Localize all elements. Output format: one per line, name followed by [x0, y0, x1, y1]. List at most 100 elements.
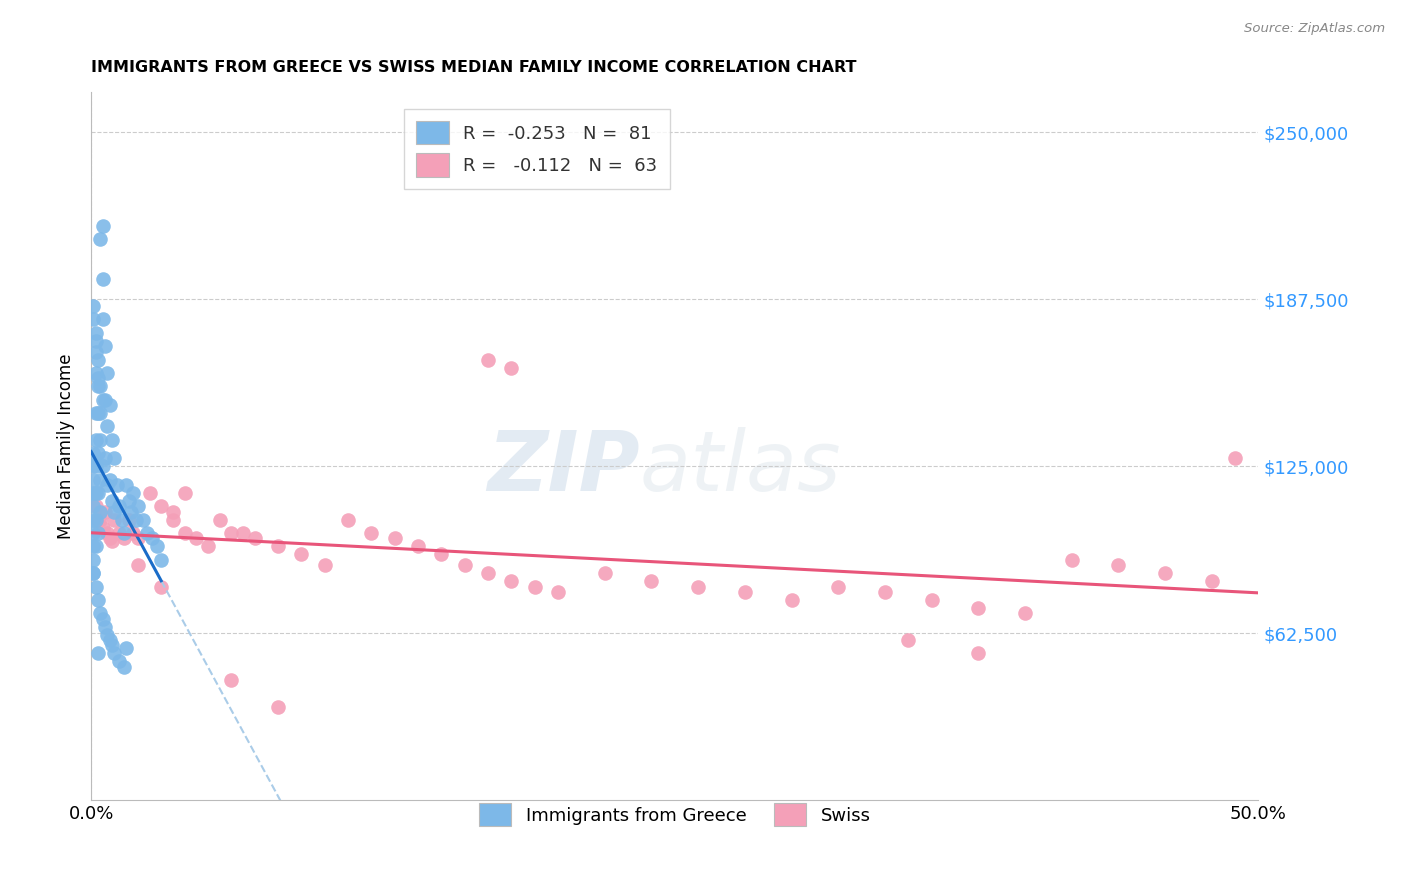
Point [98, 532, 121, 546]
Text: ZIP: ZIP [486, 427, 640, 508]
Point [103, 513, 125, 527]
Point [87, 486, 110, 500]
Point [921, 593, 943, 607]
Point [112, 526, 135, 541]
Point [145, 540, 167, 554]
Point [547, 585, 569, 599]
Point [120, 505, 142, 519]
Point [96, 526, 118, 541]
Point [87, 446, 110, 460]
Point [150, 500, 173, 514]
Point [108, 500, 131, 514]
Point [150, 580, 173, 594]
Point [477, 566, 499, 581]
Point [115, 478, 138, 492]
Point [827, 580, 849, 594]
Point [94, 339, 117, 353]
Point [82, 526, 104, 541]
Point [360, 526, 382, 541]
Point [384, 532, 406, 546]
Point [84, 433, 107, 447]
Point [131, 513, 153, 527]
Point [1107, 558, 1129, 573]
Point [454, 558, 477, 573]
Point [136, 526, 159, 541]
Point [94, 451, 117, 466]
Point [91, 312, 114, 326]
Point [780, 593, 803, 607]
Point [105, 478, 128, 492]
Point [501, 360, 523, 375]
Point [197, 540, 219, 554]
Point [84, 540, 107, 554]
Point [84, 486, 107, 500]
Point [98, 473, 121, 487]
Point [967, 646, 990, 660]
Point [127, 532, 149, 546]
Point [82, 566, 104, 581]
Point [84, 326, 107, 340]
Point [243, 532, 266, 546]
Point [967, 601, 990, 615]
Point [82, 299, 104, 313]
Point [897, 632, 920, 647]
Point [138, 486, 160, 500]
Point [1223, 451, 1246, 466]
Point [89, 607, 111, 621]
Point [84, 500, 107, 514]
Point [117, 494, 139, 508]
Point [162, 513, 184, 527]
Point [406, 540, 429, 554]
Point [101, 638, 124, 652]
Point [267, 699, 290, 714]
Point [108, 654, 131, 668]
Point [101, 494, 124, 508]
Legend: Immigrants from Greece, Swiss: Immigrants from Greece, Swiss [472, 796, 877, 834]
Point [430, 548, 453, 562]
Point [141, 532, 163, 546]
Point [84, 334, 107, 348]
Text: Source: ZipAtlas.com: Source: ZipAtlas.com [1244, 22, 1385, 36]
Point [82, 473, 104, 487]
Point [127, 500, 149, 514]
Point [101, 534, 124, 549]
Point [336, 513, 359, 527]
Point [173, 486, 195, 500]
Point [87, 352, 110, 367]
Point [87, 526, 110, 541]
Point [101, 433, 124, 447]
Point [150, 553, 173, 567]
Point [84, 344, 107, 359]
Point [89, 513, 111, 527]
Point [89, 379, 111, 393]
Point [162, 505, 184, 519]
Point [110, 513, 132, 527]
Point [96, 478, 118, 492]
Text: atlas: atlas [640, 427, 841, 508]
Point [523, 580, 546, 594]
Point [103, 646, 125, 660]
Point [82, 446, 104, 460]
Point [82, 540, 104, 554]
Point [593, 566, 616, 581]
Point [89, 232, 111, 246]
Point [87, 513, 110, 527]
Point [82, 566, 104, 581]
Point [873, 585, 896, 599]
Point [103, 451, 125, 466]
Point [96, 419, 118, 434]
Point [98, 398, 121, 412]
Point [124, 513, 146, 527]
Point [477, 352, 499, 367]
Point [232, 526, 254, 541]
Point [87, 646, 110, 660]
Point [94, 505, 117, 519]
Point [89, 505, 111, 519]
Point [208, 513, 231, 527]
Point [84, 513, 107, 527]
Point [108, 526, 131, 541]
Text: IMMIGRANTS FROM GREECE VS SWISS MEDIAN FAMILY INCOME CORRELATION CHART: IMMIGRANTS FROM GREECE VS SWISS MEDIAN F… [91, 60, 856, 75]
Point [94, 392, 117, 407]
Point [1201, 574, 1223, 589]
Point [94, 619, 117, 633]
